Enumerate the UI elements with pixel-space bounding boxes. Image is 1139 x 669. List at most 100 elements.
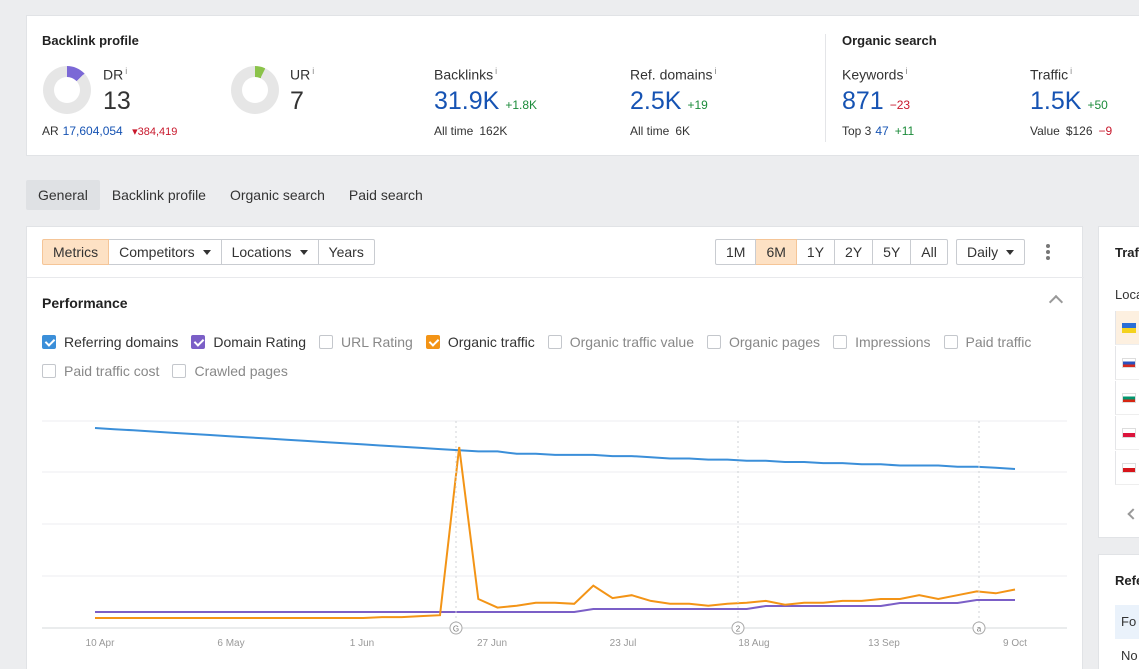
checkbox-label: Referring domains <box>64 334 179 350</box>
location-row[interactable] <box>1115 381 1139 415</box>
ref-domains-delta: +19 <box>687 98 708 112</box>
metric-checkbox[interactable]: Organic traffic value <box>547 334 694 350</box>
location-row[interactable] <box>1115 346 1139 380</box>
metric-checkbox[interactable]: Paid traffic <box>943 334 1032 350</box>
list-item[interactable]: No <box>1121 648 1138 663</box>
years-button[interactable]: Years <box>318 239 375 265</box>
checkbox-icon[interactable] <box>943 335 958 349</box>
ar-row: AR 17,604,054 ▾384,419 <box>42 124 178 138</box>
tab-general[interactable]: General <box>26 180 100 210</box>
annotation-marker: G <box>449 421 463 635</box>
view-toolbar: Metrics Competitors Locations Years <box>42 239 375 265</box>
backlink-profile-title: Backlink profile <box>42 33 139 48</box>
x-tick-label: 18 Aug <box>738 638 769 649</box>
metric-checkboxes-row-2: Paid traffic cost Crawled pages <box>42 363 301 379</box>
more-options-icon[interactable] <box>1046 244 1050 260</box>
checkbox-icon[interactable] <box>425 335 440 349</box>
annotation-marker: a <box>972 421 986 635</box>
location-row[interactable] <box>1115 451 1139 485</box>
list-item[interactable]: Fo <box>1115 605 1139 639</box>
ukraine-flag-icon <box>1122 323 1136 333</box>
section-tabs: General Backlink profile Organic search … <box>26 180 435 210</box>
svg-text:G: G <box>453 625 459 634</box>
russia-flag-icon <box>1122 358 1136 368</box>
checkbox-icon[interactable] <box>172 364 187 378</box>
chevron-left-icon[interactable] <box>1127 508 1139 520</box>
backlinks-value[interactable]: 31.9K +1.8K <box>434 87 538 115</box>
traffic-by-location-card: Traf Loca <box>1098 226 1139 538</box>
checkbox-icon[interactable] <box>707 335 721 349</box>
checkbox-label: Impressions <box>855 334 931 350</box>
section-divider <box>825 34 826 142</box>
toolbar-divider <box>27 277 1084 278</box>
ur-label[interactable]: UR i <box>290 66 315 83</box>
checkbox-icon[interactable] <box>319 335 333 349</box>
top3-value[interactable]: 47 <box>875 124 889 138</box>
ref-domains-label[interactable]: Ref. domains i <box>630 66 717 83</box>
referring-card-title: Refe <box>1115 573 1139 588</box>
metric-checkbox[interactable]: Impressions <box>833 334 931 350</box>
range-6m-button[interactable]: 6M <box>756 239 797 265</box>
range-1m-button[interactable]: 1M <box>715 239 757 265</box>
keywords-label[interactable]: Keywords i <box>842 66 908 83</box>
performance-card: Metrics Competitors Locations Years 1M 6… <box>26 226 1084 669</box>
chevron-down-icon <box>202 250 211 255</box>
metric-checkbox[interactable]: Domain Rating <box>191 334 306 350</box>
checkbox-label: Paid traffic cost <box>64 363 160 379</box>
metric-checkbox[interactable]: Organic traffic <box>425 334 535 350</box>
performance-title: Performance <box>42 295 128 311</box>
ref-domains-all-time: All time 6K <box>630 124 691 138</box>
interval-dropdown[interactable]: Daily <box>956 239 1026 265</box>
competitors-dropdown[interactable]: Competitors <box>109 239 222 265</box>
dr-donut-chart <box>43 66 91 114</box>
poland-flag-icon <box>1122 428 1136 438</box>
tab-paid-search[interactable]: Paid search <box>348 187 423 203</box>
location-row[interactable] <box>1115 311 1139 345</box>
dr-label[interactable]: DR i <box>103 66 128 83</box>
ref-domains-value[interactable]: 2.5K +19 <box>630 87 708 115</box>
backlinks-delta: +1.8K <box>505 98 538 112</box>
series-line-referring-domains <box>94 427 1016 470</box>
svg-text:2: 2 <box>736 625 741 634</box>
metric-checkbox[interactable]: Referring domains <box>42 334 178 350</box>
collapse-chevron-icon[interactable] <box>1048 294 1064 310</box>
checkbox-icon[interactable] <box>42 335 56 349</box>
keywords-delta: −23 <box>889 98 911 112</box>
x-tick-label: 13 Sep <box>868 638 900 649</box>
range-5y-button[interactable]: 5Y <box>873 239 912 265</box>
ar-delta: ▾384,419 <box>132 126 178 138</box>
metric-checkbox[interactable]: Crawled pages <box>172 363 288 379</box>
checkbox-icon[interactable] <box>42 364 56 378</box>
performance-chart: 10 Apr 6 May 1 Jun 27 Jun 23 Jul 18 Aug 13 Sep… <box>42 420 1067 649</box>
ar-value[interactable]: 17,604,054 <box>62 124 123 138</box>
metric-checkbox[interactable]: Paid traffic cost <box>42 363 159 379</box>
overview-card: Backlink profile DR i 13 AR 17,604,054 ▾38… <box>26 15 1139 156</box>
chevron-down-icon <box>299 250 308 255</box>
series-line-domain-rating <box>95 599 1015 613</box>
checkbox-icon[interactable] <box>547 335 562 349</box>
traffic-label[interactable]: Traffic i <box>1030 66 1073 83</box>
checkbox-icon[interactable] <box>833 335 848 349</box>
x-tick-label: 9 Oct <box>1003 638 1027 649</box>
range-all-button[interactable]: All <box>911 239 948 265</box>
location-header: Loca <box>1115 287 1139 302</box>
x-tick-label: 10 Apr <box>86 638 116 649</box>
metric-checkbox[interactable]: Organic pages <box>707 334 820 350</box>
annotation-marker: 2 <box>731 421 745 635</box>
range-2y-button[interactable]: 2Y <box>835 239 874 265</box>
tab-organic-search[interactable]: Organic search <box>229 187 325 203</box>
x-tick-label: 6 May <box>217 638 244 649</box>
locations-dropdown[interactable]: Locations <box>221 239 319 265</box>
location-row[interactable] <box>1115 416 1139 450</box>
range-1y-button[interactable]: 1Y <box>796 239 836 265</box>
metrics-button[interactable]: Metrics <box>42 239 110 265</box>
keywords-value[interactable]: 871 −23 <box>842 87 911 115</box>
metric-checkbox[interactable]: URL Rating <box>319 334 413 350</box>
checkbox-label: Paid traffic <box>965 334 1032 350</box>
traffic-value[interactable]: 1.5K +50 <box>1030 87 1108 115</box>
tab-backlink-profile[interactable]: Backlink profile <box>111 187 206 203</box>
checkbox-label: URL Rating <box>341 334 413 350</box>
range-toolbar: 1M 6M 1Y 2Y 5Y All <box>715 239 948 265</box>
checkbox-icon[interactable] <box>191 335 206 349</box>
backlinks-label[interactable]: Backlinks i <box>434 66 498 83</box>
